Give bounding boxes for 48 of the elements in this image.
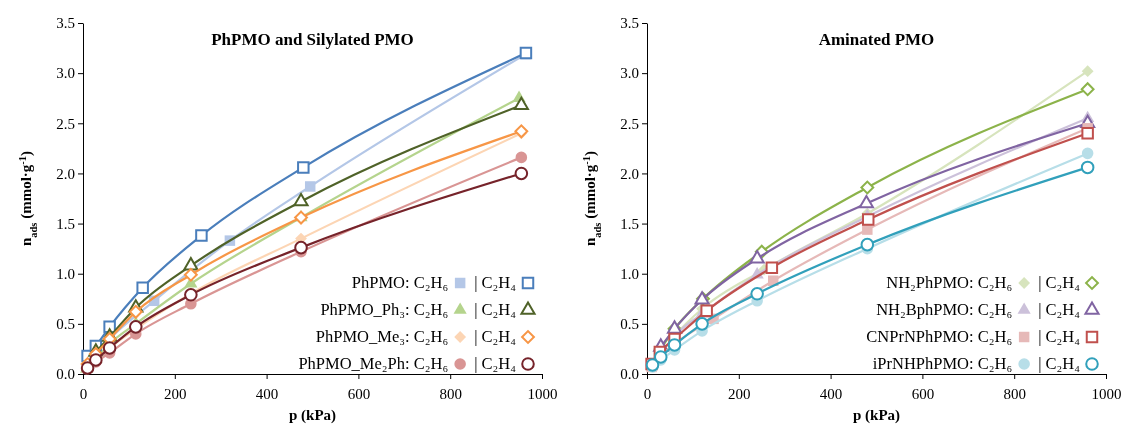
- x-axis-title: p (kPa): [852, 407, 901, 424]
- x-axis-title: p (kPa): [288, 407, 337, 424]
- legend-label: iPrNHPhPMO: C₂H₆: [872, 354, 1013, 373]
- x-tick-label: 1000: [1091, 385, 1122, 402]
- legend-label: PhPMO_Me₂Ph: C₂H₆: [298, 354, 449, 373]
- x-tick-label: 1000: [527, 385, 558, 402]
- legend-label: | C₂H₄: [1038, 327, 1081, 346]
- x-tick-label: 400: [255, 385, 279, 402]
- x-tick-label: 800: [439, 385, 462, 402]
- y-tick-label: 3.5: [56, 15, 75, 32]
- x-tick-label: 400: [819, 385, 843, 402]
- y-tick-label: 0.5: [56, 316, 75, 333]
- y-tick-label: 3.0: [56, 65, 75, 82]
- y-tick-label: 3.0: [620, 65, 639, 82]
- x-tick-label: 800: [1003, 385, 1026, 402]
- y-tick-label: 0.0: [620, 366, 639, 383]
- y-tick-label: 0.0: [56, 366, 75, 383]
- x-tick-label: 600: [911, 385, 935, 402]
- legend-label: | C₂H₄: [1038, 354, 1081, 373]
- legend-label: | C₂H₄: [474, 273, 517, 292]
- x-tick-label: 0: [643, 385, 652, 402]
- y-tick-label: 0.5: [620, 316, 639, 333]
- legend-label: | C₂H₄: [1038, 300, 1081, 319]
- y-tick-label: 2.0: [56, 165, 75, 182]
- legend-label: PhPMO_Me₃: C₂H₆: [315, 327, 449, 346]
- y-tick-label: 1.0: [620, 266, 639, 283]
- legend-label: CNPrNPhPMO: C₂H₆: [866, 327, 1013, 346]
- y-tick-label: 2.5: [56, 115, 75, 132]
- y-tick-label: 1.5: [56, 215, 75, 232]
- legend-label: | C₂H₄: [474, 354, 517, 373]
- y-tick-label: 1.5: [620, 215, 639, 232]
- legend-label: | C₂H₄: [474, 300, 517, 319]
- legend-label: PhPMO: C₂H₆: [351, 273, 449, 292]
- chart-title: Aminated PMO: [818, 30, 935, 49]
- y-tick-label: 1.0: [56, 266, 75, 283]
- x-tick-label: 200: [728, 385, 751, 402]
- x-tick-label: 600: [347, 385, 371, 402]
- y-tick-label: 3.5: [620, 15, 639, 32]
- legend-label: | C₂H₄: [1038, 273, 1081, 292]
- y-tick-label: 2.0: [620, 165, 639, 182]
- legend-label: NH₂PhPMO: C₂H₆: [886, 273, 1013, 292]
- legend-label: NH₂BphPMO: C₂H₆: [876, 300, 1013, 319]
- y-tick-label: 2.5: [620, 115, 639, 132]
- legend-label: | C₂H₄: [474, 327, 517, 346]
- chart-title: PhPMO and Silylated PMO: [211, 30, 414, 49]
- x-tick-label: 200: [164, 385, 187, 402]
- legend-label: PhPMO_Ph₃: C₂H₆: [320, 300, 449, 319]
- x-tick-label: 0: [79, 385, 88, 402]
